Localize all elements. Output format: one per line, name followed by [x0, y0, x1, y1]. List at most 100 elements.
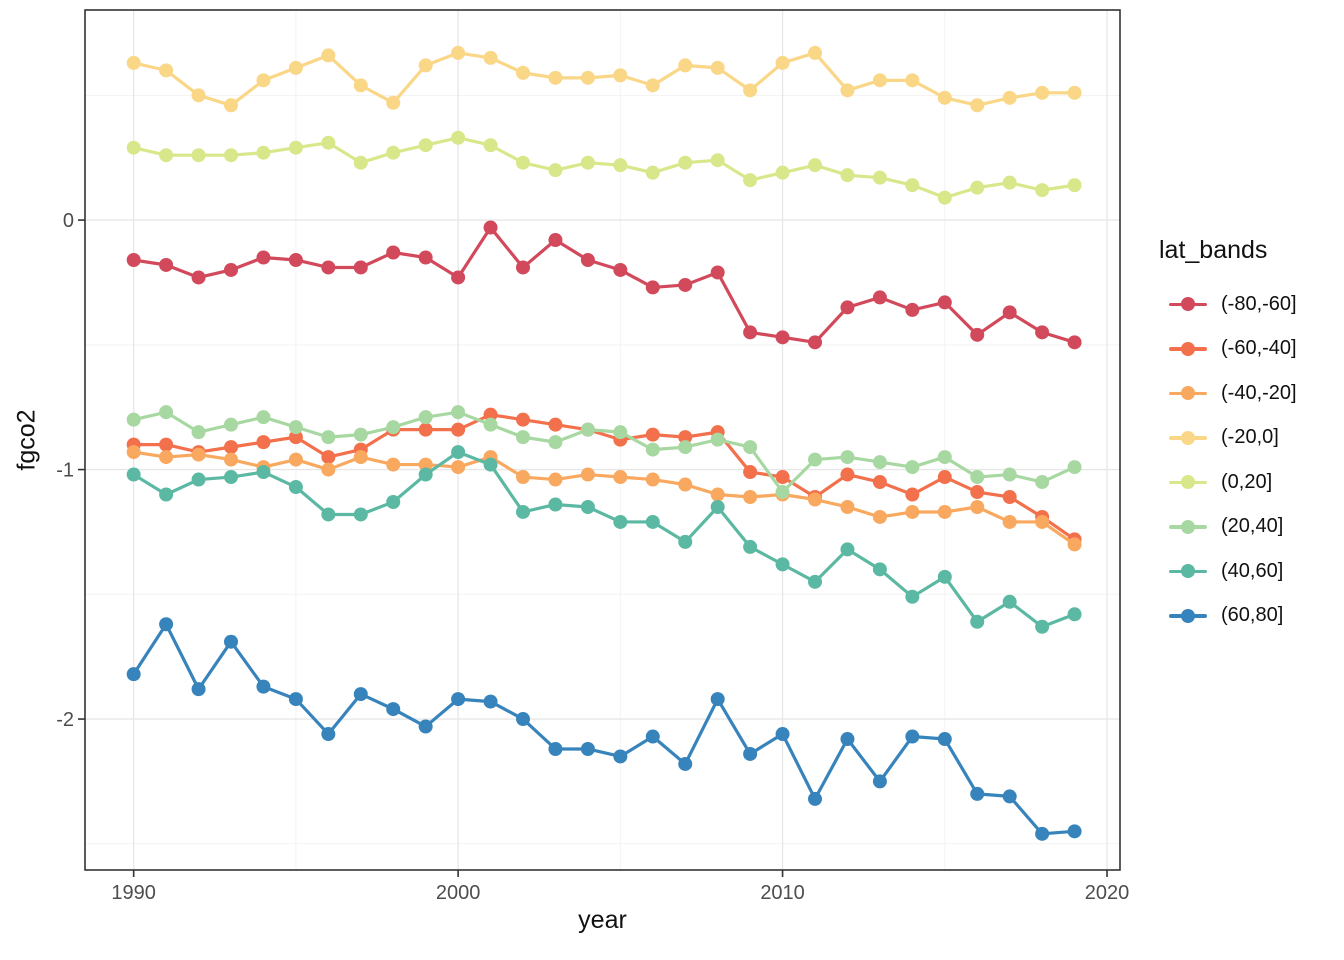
series-point-3 [678, 58, 693, 73]
series-point-0 [516, 260, 531, 275]
series-point-4 [678, 155, 693, 170]
series-point-1 [937, 470, 952, 485]
series-point-2 [808, 492, 823, 507]
legend-item-label: (-60,-40] [1221, 337, 1297, 360]
series-point-2 [224, 452, 239, 467]
series-point-3 [808, 45, 823, 60]
series-point-0 [1067, 335, 1082, 350]
series-point-6 [872, 562, 887, 577]
series-point-7 [905, 729, 920, 744]
series-point-5 [126, 412, 141, 427]
series-point-5 [937, 450, 952, 465]
series-point-0 [970, 327, 985, 342]
series-point-0 [548, 233, 563, 248]
legend-key-icon [1169, 386, 1207, 401]
series-point-5 [905, 460, 920, 475]
series-point-7 [1067, 824, 1082, 839]
series-point-5 [483, 417, 498, 432]
series-point-3 [483, 50, 498, 65]
series-point-4 [710, 153, 725, 168]
series-point-3 [548, 70, 563, 85]
series-point-3 [321, 48, 336, 63]
series-point-6 [1035, 619, 1050, 634]
series-point-4 [937, 190, 952, 205]
series-point-2 [645, 472, 660, 487]
series-point-6 [1067, 607, 1082, 622]
series-point-1 [159, 437, 174, 452]
series-point-2 [840, 499, 855, 514]
series-point-1 [743, 465, 758, 480]
series-point-3 [191, 88, 206, 103]
series-point-6 [548, 497, 563, 512]
series-point-6 [321, 507, 336, 522]
series-point-6 [808, 574, 823, 589]
series-point-7 [256, 679, 271, 694]
series-point-3 [710, 60, 725, 75]
series-point-5 [516, 430, 531, 445]
series-point-0 [872, 290, 887, 305]
series-point-6 [191, 472, 206, 487]
series-point-6 [159, 487, 174, 502]
series-point-4 [126, 140, 141, 155]
series-point-3 [937, 90, 952, 105]
series-point-1 [548, 417, 563, 432]
series-point-6 [451, 445, 466, 460]
series-point-5 [970, 470, 985, 485]
legend-item-label: (20,40] [1221, 515, 1284, 538]
series-point-0 [418, 250, 433, 265]
legend-item-0: (-80,-60] [1159, 282, 1297, 327]
series-point-5 [1067, 460, 1082, 475]
legend-key-icon [1169, 475, 1207, 490]
series-point-3 [353, 78, 368, 93]
series-point-7 [483, 694, 498, 709]
series-point-5 [451, 405, 466, 420]
series-point-4 [548, 163, 563, 178]
legend-item-3: (-20,0] [1159, 416, 1297, 461]
series-point-2 [548, 472, 563, 487]
series-point-3 [1067, 85, 1082, 100]
series-point-7 [224, 634, 239, 649]
legend-key-icon [1169, 430, 1207, 445]
series-point-7 [451, 692, 466, 707]
legend-key-dot-icon [1181, 430, 1195, 445]
series-point-2 [905, 504, 920, 519]
series-point-3 [613, 68, 628, 83]
series-point-3 [905, 73, 920, 88]
series-point-6 [224, 470, 239, 485]
series-point-4 [224, 148, 239, 163]
series-point-3 [1035, 85, 1050, 100]
series-point-0 [580, 252, 595, 267]
series-point-0 [905, 302, 920, 317]
series-point-0 [1002, 305, 1017, 320]
series-point-6 [386, 494, 401, 509]
series-point-4 [1002, 175, 1017, 190]
series-point-5 [548, 435, 563, 450]
series-point-0 [126, 252, 141, 267]
series-point-5 [808, 452, 823, 467]
series-point-3 [451, 45, 466, 60]
series-point-4 [613, 158, 628, 173]
legend-item-label: (-80,-60] [1221, 292, 1297, 315]
series-point-6 [256, 465, 271, 480]
series-point-2 [288, 452, 303, 467]
series-point-7 [288, 692, 303, 707]
legend-title: lat_bands [1159, 236, 1268, 264]
series-point-3 [256, 73, 271, 88]
series-point-3 [645, 78, 660, 93]
series-point-4 [321, 135, 336, 150]
legend-key-dot-icon [1181, 608, 1195, 623]
series-point-4 [451, 130, 466, 145]
series-point-7 [937, 732, 952, 747]
legend-item-4: (0,20] [1159, 460, 1297, 505]
series-point-6 [970, 614, 985, 629]
series-point-5 [872, 455, 887, 470]
series-point-6 [775, 557, 790, 572]
series-point-1 [1002, 490, 1017, 505]
series-point-7 [126, 667, 141, 682]
series-point-5 [353, 427, 368, 442]
series-point-0 [645, 280, 660, 295]
series-point-7 [613, 749, 628, 764]
series-point-4 [386, 145, 401, 160]
series-point-4 [1067, 178, 1082, 193]
